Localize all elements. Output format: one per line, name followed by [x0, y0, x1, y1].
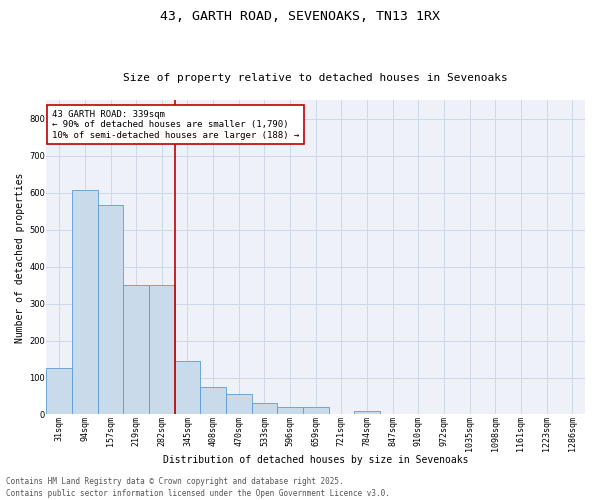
Bar [251, 404, 277, 414]
Bar [277, 407, 303, 414]
Bar [149, 285, 175, 414]
Text: 43 GARTH ROAD: 339sqm
← 90% of detached houses are smaller (1,790)
10% of semi-d: 43 GARTH ROAD: 339sqm ← 90% of detached … [52, 110, 299, 140]
Text: 43, GARTH ROAD, SEVENOAKS, TN13 1RX: 43, GARTH ROAD, SEVENOAKS, TN13 1RX [160, 10, 440, 23]
Bar [354, 411, 380, 414]
Bar [98, 204, 124, 414]
Title: Size of property relative to detached houses in Sevenoaks: Size of property relative to detached ho… [124, 73, 508, 83]
Bar [303, 407, 329, 414]
Y-axis label: Number of detached properties: Number of detached properties [15, 172, 25, 342]
Text: Contains HM Land Registry data © Crown copyright and database right 2025.
Contai: Contains HM Land Registry data © Crown c… [6, 476, 390, 498]
Bar [200, 386, 226, 414]
Bar [124, 285, 149, 414]
Bar [226, 394, 251, 414]
Bar [46, 368, 72, 414]
Bar [175, 361, 200, 414]
Bar [72, 190, 98, 414]
X-axis label: Distribution of detached houses by size in Sevenoaks: Distribution of detached houses by size … [163, 455, 469, 465]
